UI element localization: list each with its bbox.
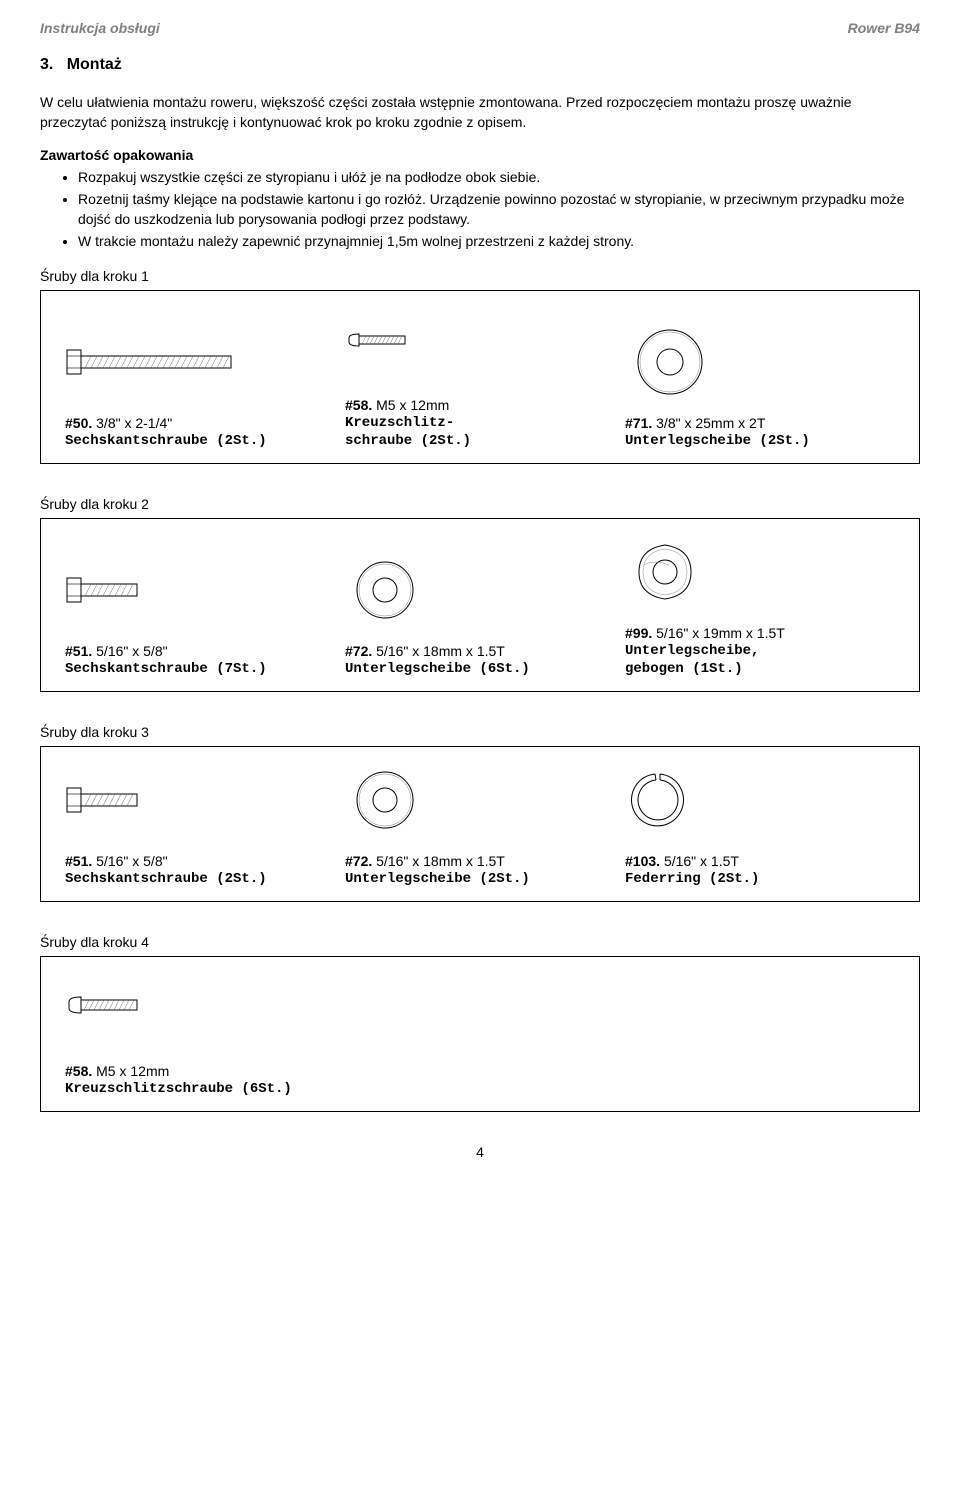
bullet-item: Rozpakuj wszystkie części ze styropianu … [78, 167, 920, 187]
part-ref: #72. [345, 643, 372, 659]
part-item: #58. M5 x 12mm Kreuzschlitzschraube (6St… [65, 975, 339, 1097]
step3-label: Śruby dla kroku 3 [40, 724, 920, 740]
page-number: 4 [40, 1144, 920, 1160]
section-name: Montaż [67, 56, 122, 73]
part-dim: M5 x 12mm [96, 1063, 169, 1079]
part-item: #72. 5/16" x 18mm x 1.5T Unterlegscheibe… [345, 555, 625, 677]
section-title: 3. Montaż [40, 56, 920, 74]
part-ref: #50. [65, 415, 92, 431]
part-item: #50. 3/8" x 2-1/4" Sechskantschraube (2S… [65, 327, 345, 449]
part-dim: 5/16" x 18mm x 1.5T [376, 853, 505, 869]
bullet-item: Rozetnij taśmy klejące na podstawie kart… [78, 189, 920, 230]
hex-bolt-long-icon [65, 327, 245, 397]
part-name: Sechskantschraube (2St.) [65, 433, 267, 449]
part-dim: 3/8" x 2-1/4" [96, 415, 172, 431]
part-name: Federring (2St.) [625, 871, 759, 887]
wave-washer-icon [625, 537, 705, 607]
part-ref: #72. [345, 853, 372, 869]
header-right: Rower B94 [848, 20, 920, 36]
step2-label: Śruby dla kroku 2 [40, 496, 920, 512]
intro-paragraph: W celu ułatwienia montażu roweru, większ… [40, 92, 920, 133]
part-dim: 3/8" x 25mm x 2T [656, 415, 765, 431]
part-ref: #51. [65, 853, 92, 869]
step4-label: Śruby dla kroku 4 [40, 934, 920, 950]
part-ref: #103. [625, 853, 660, 869]
bullet-item: W trakcie montażu należy zapewnić przyna… [78, 231, 920, 251]
part-name: Unterlegscheibe (2St.) [345, 871, 530, 887]
part-ref: #58. [65, 1063, 92, 1079]
section-number: 3. [40, 56, 53, 73]
part-ref: #99. [625, 625, 652, 641]
part-name: Unterlegscheibe, gebogen (1St.) [625, 643, 759, 677]
part-ref: #51. [65, 643, 92, 659]
part-name: Unterlegscheibe (2St.) [625, 433, 810, 449]
part-dim: 5/16" x 5/8" [96, 853, 167, 869]
hex-bolt-short-icon [65, 765, 165, 835]
part-item: #71. 3/8" x 25mm x 2T Unterlegscheibe (2… [625, 327, 895, 449]
part-dim: 5/16" x 18mm x 1.5T [376, 643, 505, 659]
page-header: Instrukcja obsługi Rower B94 [40, 20, 920, 36]
header-left: Instrukcja obsługi [40, 20, 160, 36]
bullets-list: Rozpakuj wszystkie części ze styropianu … [78, 167, 920, 252]
part-item: #51. 5/16" x 5/8" Sechskantschraube (7St… [65, 555, 345, 677]
part-dim: 5/16" x 19mm x 1.5T [656, 625, 785, 641]
part-ref: #58. [345, 397, 372, 413]
part-dim: 5/16" x 5/8" [96, 643, 167, 659]
part-name: Kreuzschlitzschraube (6St.) [65, 1081, 292, 1097]
part-name: Kreuzschlitz- schraube (2St.) [345, 415, 471, 449]
washer-icon [625, 327, 715, 397]
part-name: Sechskantschraube (2St.) [65, 871, 267, 887]
hex-bolt-short-icon [65, 555, 165, 625]
part-ref: #71. [625, 415, 652, 431]
washer-icon [345, 765, 425, 835]
step1-label: Śruby dla kroku 1 [40, 268, 920, 284]
step4-box: #58. M5 x 12mm Kreuzschlitzschraube (6St… [40, 956, 920, 1112]
part-dim: 5/16" x 1.5T [664, 853, 739, 869]
part-name: Sechskantschraube (7St.) [65, 661, 267, 677]
washer-icon [345, 555, 425, 625]
subhead-contents: Zawartość opakowania [40, 147, 920, 163]
part-item: #51. 5/16" x 5/8" Sechskantschraube (2St… [65, 765, 345, 887]
step1-box: #50. 3/8" x 2-1/4" Sechskantschraube (2S… [40, 290, 920, 464]
part-name: Unterlegscheibe (6St.) [345, 661, 530, 677]
pan-screw-icon [65, 975, 155, 1045]
part-item: #72. 5/16" x 18mm x 1.5T Unterlegscheibe… [345, 765, 625, 887]
step3-box: #51. 5/16" x 5/8" Sechskantschraube (2St… [40, 746, 920, 902]
part-item: #99. 5/16" x 19mm x 1.5T Unterlegscheibe… [625, 537, 895, 677]
part-item: #103. 5/16" x 1.5T Federring (2St.) [625, 765, 895, 887]
part-dim: M5 x 12mm [376, 397, 449, 413]
part-item: #58. M5 x 12mm Kreuzschlitz- schraube (2… [345, 309, 625, 449]
step2-box: #51. 5/16" x 5/8" Sechskantschraube (7St… [40, 518, 920, 692]
pan-screw-icon [345, 309, 425, 379]
split-ring-icon [625, 765, 695, 835]
